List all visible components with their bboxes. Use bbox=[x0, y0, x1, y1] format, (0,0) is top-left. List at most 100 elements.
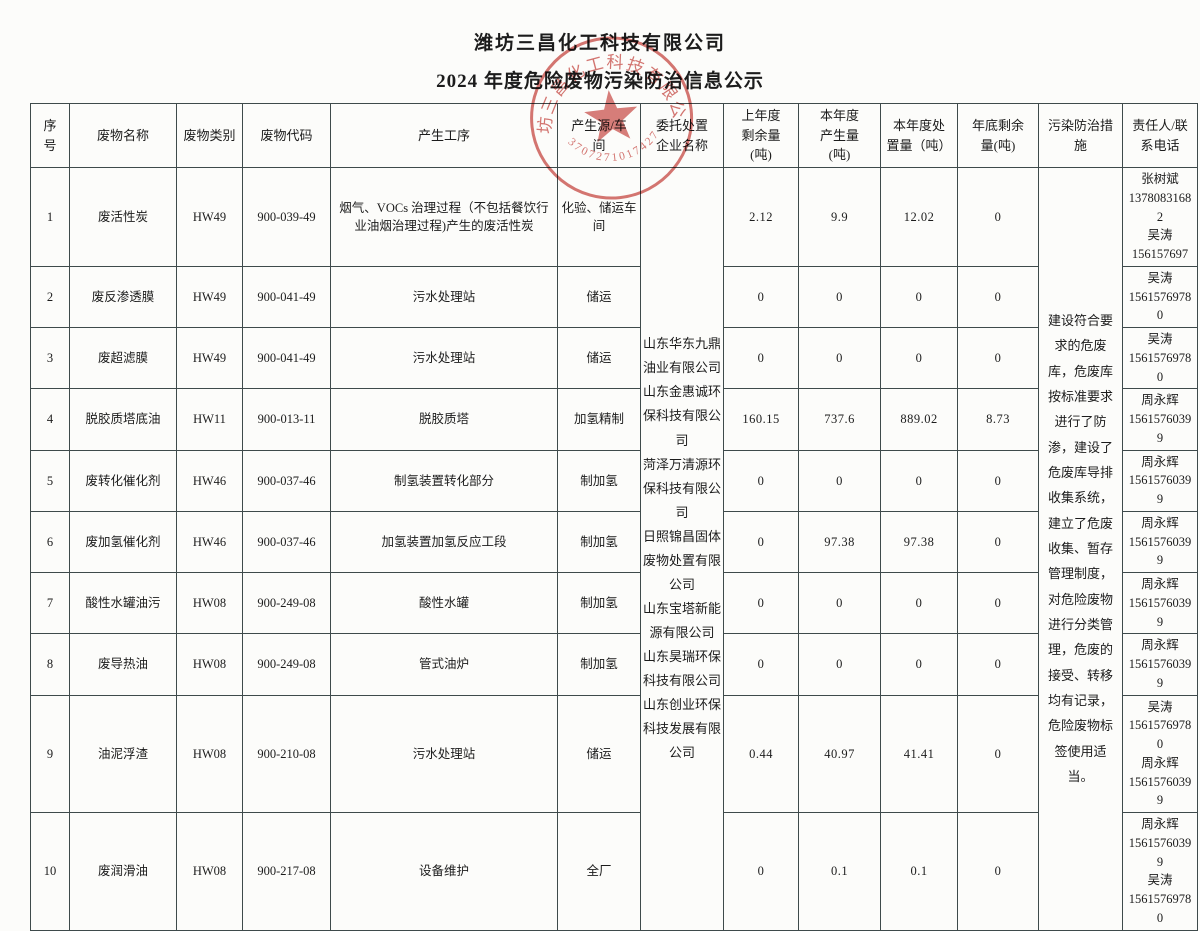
header-waste-name: 废物名称 bbox=[69, 103, 177, 168]
table-row: 7 酸性水罐油污 HW08 900-249-08 酸性水罐 制加氢 0 0 0 … bbox=[30, 571, 1198, 635]
cell-waste-name: 废转化催化剂 bbox=[69, 449, 177, 512]
cell-source: 制加氢 bbox=[557, 571, 641, 635]
cell-contact: 周永辉 15615760399 吴涛 15615769780 bbox=[1122, 812, 1198, 931]
cell-disposed: 0 bbox=[880, 449, 958, 512]
cell-process: 酸性水罐 bbox=[330, 571, 558, 635]
table-row: 10 废润滑油 HW08 900-217-08 设备维护 全厂 0 0.1 0.… bbox=[30, 812, 1198, 931]
cell-contact: 周永辉 15615760399 bbox=[1122, 449, 1198, 512]
cell-waste-name: 酸性水罐油污 bbox=[69, 571, 177, 635]
cell-produced: 40.97 bbox=[798, 694, 881, 813]
cell-waste-name: 废加氢催化剂 bbox=[69, 510, 177, 574]
cell-process: 烟气、VOCs 治理过程（不包括餐饮行业油烟治理过程)产生的废活性炭 bbox=[330, 167, 558, 267]
cell-year-end-remain: 0 bbox=[957, 633, 1039, 696]
header-contact: 责任人/联 系电话 bbox=[1122, 103, 1198, 168]
cell-prev-remain: 0 bbox=[723, 265, 799, 329]
cell-source: 化验、储运车间 bbox=[557, 167, 641, 267]
cell-contact: 吴涛 15615769780 bbox=[1122, 326, 1198, 390]
header-measures: 污染防治措 施 bbox=[1038, 103, 1123, 168]
cell-process: 污水处理站 bbox=[330, 694, 558, 813]
cell-waste-code: 900-037-46 bbox=[242, 449, 331, 512]
cell-contact: 周永辉 15615760399 bbox=[1122, 510, 1198, 574]
table-row: 4 脱胶质塔底油 HW11 900-013-11 脱胶质塔 加氢精制 160.1… bbox=[30, 388, 1198, 451]
cell-disposed: 0 bbox=[880, 571, 958, 635]
cell-source: 储运 bbox=[557, 326, 641, 390]
table-row: 2 废反渗透膜 HW49 900-041-49 污水处理站 储运 0 0 0 0… bbox=[30, 265, 1198, 329]
cell-waste-name: 废超滤膜 bbox=[69, 326, 177, 390]
cell-prev-remain: 0 bbox=[723, 571, 799, 635]
cell-disposed: 41.41 bbox=[880, 694, 958, 813]
cell-disposed: 889.02 bbox=[880, 388, 958, 451]
header-disposal-company: 委托处置 企业名称 bbox=[640, 103, 724, 168]
cell-prev-remain: 0 bbox=[723, 633, 799, 696]
cell-waste-code: 900-037-46 bbox=[242, 510, 331, 574]
cell-produced: 9.9 bbox=[798, 167, 881, 267]
cell-process: 设备维护 bbox=[330, 812, 558, 931]
cell-produced: 0 bbox=[798, 449, 881, 512]
cell-waste-category: HW08 bbox=[176, 571, 243, 635]
cell-produced: 0 bbox=[798, 265, 881, 329]
cell-year-end-remain: 0 bbox=[957, 449, 1039, 512]
cell-waste-category: HW49 bbox=[176, 326, 243, 390]
cell-waste-category: HW08 bbox=[176, 694, 243, 813]
cell-produced: 737.6 bbox=[798, 388, 881, 451]
table-row: 9 油泥浮渣 HW08 900-210-08 污水处理站 储运 0.44 40.… bbox=[30, 694, 1198, 813]
cell-year-end-remain: 0 bbox=[957, 265, 1039, 329]
cell-process: 污水处理站 bbox=[330, 326, 558, 390]
cell-year-end-remain: 0 bbox=[957, 694, 1039, 813]
table-row: 5 废转化催化剂 HW46 900-037-46 制氢装置转化部分 制加氢 0 … bbox=[30, 449, 1198, 512]
cell-source: 制加氢 bbox=[557, 633, 641, 696]
cell-waste-code: 900-041-49 bbox=[242, 326, 331, 390]
cell-no: 6 bbox=[30, 510, 70, 574]
cell-waste-code: 900-217-08 bbox=[242, 812, 331, 931]
header-waste-code: 废物代码 bbox=[242, 103, 331, 168]
cell-process: 加氢装置加氢反应工段 bbox=[330, 510, 558, 574]
cell-source: 加氢精制 bbox=[557, 388, 641, 451]
cell-produced: 0.1 bbox=[798, 812, 881, 931]
waste-disclosure-table: 序 号 废物名称 废物类别 废物代码 产生工序 产生源/车 间 委托处置 企业名… bbox=[30, 103, 1198, 931]
cell-produced: 0 bbox=[798, 571, 881, 635]
cell-disposed: 97.38 bbox=[880, 510, 958, 574]
cell-produced: 97.38 bbox=[798, 510, 881, 574]
cell-process: 脱胶质塔 bbox=[330, 388, 558, 451]
cell-contact: 周永辉 15615760399 bbox=[1122, 571, 1198, 635]
cell-waste-name: 废活性炭 bbox=[69, 167, 177, 267]
cell-contact: 吴涛 15615769780 bbox=[1122, 265, 1198, 329]
cell-no: 7 bbox=[30, 571, 70, 635]
header-year-end-remain: 年底剩余 量(吨) bbox=[957, 103, 1039, 168]
cell-waste-name: 废润滑油 bbox=[69, 812, 177, 931]
cell-measures: 建设符合要求的危废库，危废库按标准要求进行了防渗，建设了危废库导排收集系统，建立… bbox=[1038, 167, 1123, 931]
header-disposed: 本年度处 置量（吨） bbox=[880, 103, 958, 168]
cell-process: 污水处理站 bbox=[330, 265, 558, 329]
cell-waste-category: HW49 bbox=[176, 167, 243, 267]
cell-prev-remain: 0 bbox=[723, 449, 799, 512]
cell-waste-category: HW08 bbox=[176, 812, 243, 931]
cell-waste-code: 900-210-08 bbox=[242, 694, 331, 813]
cell-prev-remain: 0 bbox=[723, 812, 799, 931]
cell-contact: 吴涛 15615769780 周永辉 15615760399 bbox=[1122, 694, 1198, 813]
table-row: 3 废超滤膜 HW49 900-041-49 污水处理站 储运 0 0 0 0 … bbox=[30, 326, 1198, 390]
page-title: 潍坊三昌化工科技有限公司 bbox=[473, 33, 726, 54]
page-subtitle: 2024 年度危险废物污染防治信息公示 bbox=[436, 71, 764, 92]
header-no: 序 号 bbox=[30, 103, 70, 168]
cell-year-end-remain: 0 bbox=[957, 812, 1039, 931]
cell-contact: 周永辉 15615760399 bbox=[1122, 388, 1198, 451]
cell-disposed: 0 bbox=[880, 265, 958, 329]
cell-no: 3 bbox=[30, 326, 70, 390]
cell-no: 8 bbox=[30, 633, 70, 696]
cell-source: 制加氢 bbox=[557, 449, 641, 512]
cell-prev-remain: 160.15 bbox=[723, 388, 799, 451]
cell-year-end-remain: 0 bbox=[957, 167, 1039, 267]
cell-year-end-remain: 0 bbox=[957, 510, 1039, 574]
cell-no: 10 bbox=[30, 812, 70, 931]
cell-year-end-remain: 0 bbox=[957, 571, 1039, 635]
header-process: 产生工序 bbox=[330, 103, 558, 168]
cell-waste-category: HW49 bbox=[176, 265, 243, 329]
cell-year-end-remain: 0 bbox=[957, 326, 1039, 390]
cell-waste-code: 900-249-08 bbox=[242, 633, 331, 696]
cell-prev-remain: 0.44 bbox=[723, 694, 799, 813]
cell-process: 制氢装置转化部分 bbox=[330, 449, 558, 512]
waste-disclosure-table-wrap: 序 号 废物名称 废物类别 废物代码 产生工序 产生源/车 间 委托处置 企业名… bbox=[30, 103, 1198, 931]
cell-source: 储运 bbox=[557, 265, 641, 329]
cell-no: 1 bbox=[30, 167, 70, 267]
cell-waste-name: 油泥浮渣 bbox=[69, 694, 177, 813]
